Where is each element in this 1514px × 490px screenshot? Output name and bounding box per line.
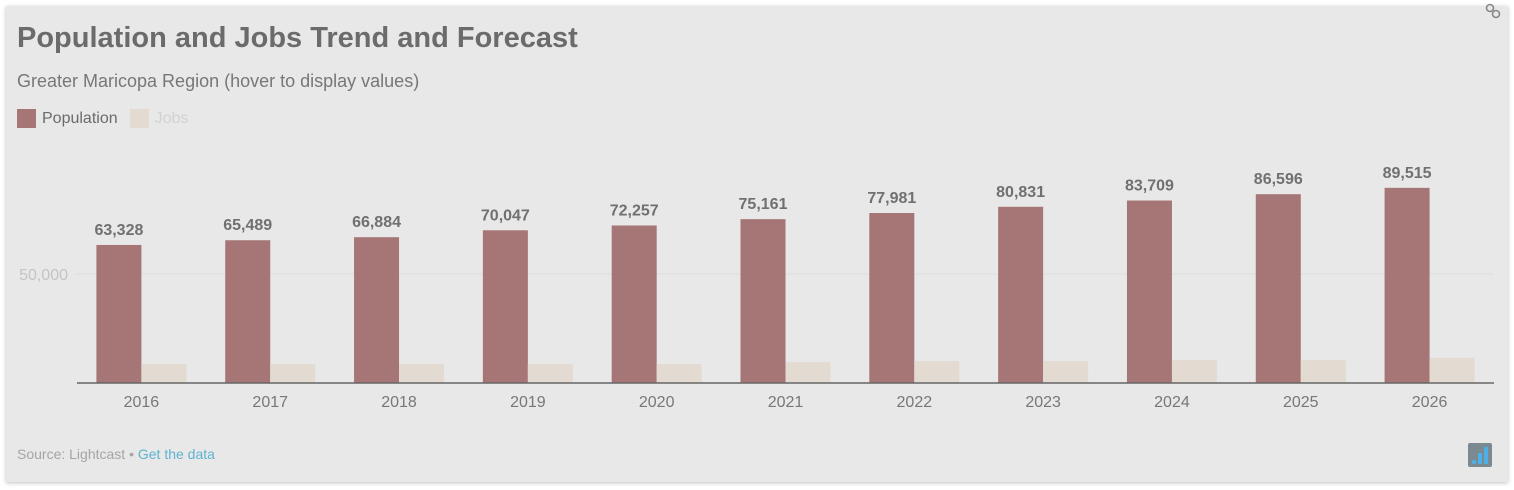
bar-population[interactable] bbox=[482, 230, 528, 383]
bar-population[interactable] bbox=[740, 219, 786, 383]
data-label-population: 65,489 bbox=[223, 217, 272, 234]
x-tick-label: 2018 bbox=[381, 394, 417, 411]
legend-swatch-population bbox=[17, 109, 36, 128]
bar-population[interactable] bbox=[96, 244, 142, 383]
data-label-population: 75,161 bbox=[739, 196, 788, 213]
data-label-population: 66,884 bbox=[352, 214, 401, 231]
y-tick-label: 50,000 bbox=[19, 267, 68, 284]
x-tick-label: 2023 bbox=[1025, 394, 1061, 411]
source-text: Source: Lightcast bbox=[17, 446, 126, 462]
legend-label-jobs: Jobs bbox=[154, 109, 189, 127]
chart-subtitle: Greater Maricopa Region (hover to displa… bbox=[17, 71, 420, 91]
x-tick-label: 2022 bbox=[897, 394, 933, 411]
data-label-population: 89,515 bbox=[1383, 165, 1432, 182]
bar-jobs[interactable] bbox=[785, 362, 831, 383]
legend-swatch-jobs bbox=[129, 109, 149, 128]
bar-jobs[interactable] bbox=[1429, 357, 1475, 383]
bar-jobs[interactable] bbox=[914, 360, 960, 383]
x-tick-label: 2016 bbox=[124, 394, 160, 411]
chart-title: Population and Jobs Trend and Forecast bbox=[17, 22, 578, 54]
x-tick-label: 2026 bbox=[1412, 394, 1448, 411]
get-the-data-link[interactable]: Get the data bbox=[137, 446, 215, 462]
bar-population[interactable] bbox=[225, 240, 271, 383]
bar-population[interactable] bbox=[1255, 194, 1301, 383]
bar-jobs[interactable] bbox=[141, 364, 187, 383]
x-tick-label: 2025 bbox=[1283, 394, 1319, 411]
x-tick-label: 2019 bbox=[510, 394, 546, 411]
x-tick-label: 2017 bbox=[252, 394, 288, 411]
data-label-population: 77,981 bbox=[867, 190, 916, 207]
link-icon[interactable] bbox=[1484, 2, 1502, 25]
x-tick-label: 2021 bbox=[768, 394, 804, 411]
separator: • bbox=[129, 446, 134, 462]
bar-jobs[interactable] bbox=[270, 364, 316, 383]
x-tick-label: 2020 bbox=[639, 394, 675, 411]
bar-jobs[interactable] bbox=[399, 364, 445, 383]
bar-jobs[interactable] bbox=[1043, 360, 1089, 383]
data-label-population: 72,257 bbox=[610, 202, 659, 219]
legend-item-population[interactable]: Population bbox=[17, 109, 118, 128]
bar-jobs[interactable] bbox=[1171, 360, 1217, 383]
legend-item-jobs[interactable]: Jobs bbox=[129, 109, 189, 128]
bar-population[interactable] bbox=[998, 206, 1044, 383]
data-label-population: 86,596 bbox=[1254, 171, 1303, 188]
bar-population[interactable] bbox=[354, 237, 400, 383]
bar-jobs[interactable] bbox=[527, 364, 573, 383]
bar-population[interactable] bbox=[1126, 200, 1172, 383]
bar-jobs[interactable] bbox=[656, 364, 702, 383]
bar-population[interactable] bbox=[611, 225, 657, 383]
footer: Source: Lightcast • Get the data bbox=[17, 446, 215, 462]
legend: Population Jobs bbox=[17, 109, 200, 128]
data-label-population: 83,709 bbox=[1125, 178, 1174, 195]
x-tick-label: 2024 bbox=[1154, 394, 1190, 411]
data-label-population: 70,047 bbox=[481, 207, 530, 224]
bar-population[interactable] bbox=[1384, 187, 1430, 383]
bar-chart-logo-icon[interactable] bbox=[1468, 443, 1492, 467]
bar-jobs[interactable] bbox=[1300, 360, 1346, 383]
bar-population[interactable] bbox=[869, 213, 915, 383]
legend-label-population: Population bbox=[42, 109, 118, 127]
data-label-population: 63,328 bbox=[94, 222, 143, 239]
data-label-population: 80,831 bbox=[996, 184, 1045, 201]
